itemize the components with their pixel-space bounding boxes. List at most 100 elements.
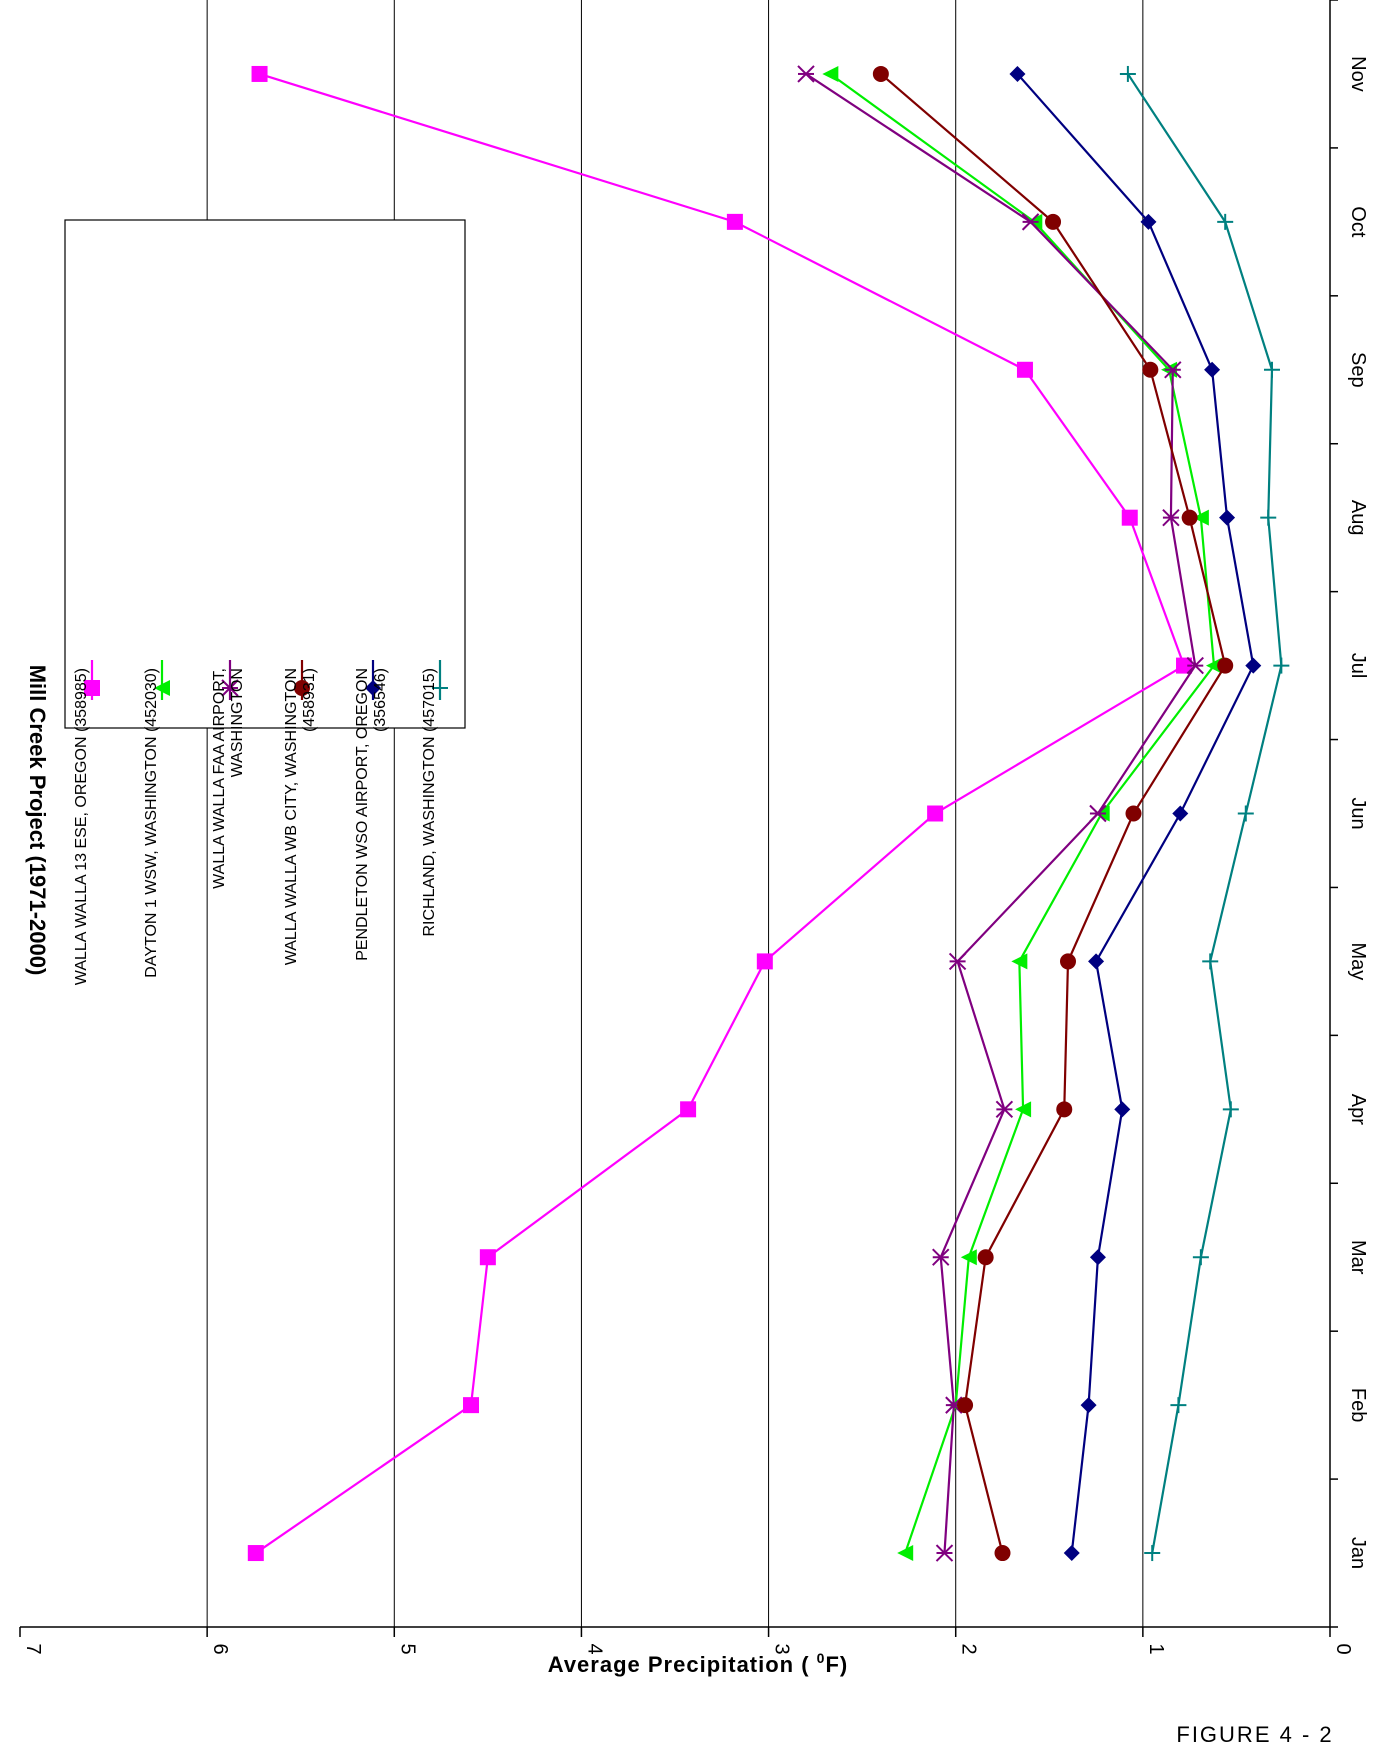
data-point-s2-jun — [1089, 804, 1107, 823]
legend-box — [64, 219, 466, 729]
category-tick-label-apr: Apr — [1347, 1094, 1369, 1125]
category-tick-label-jan: Jan — [1347, 1537, 1369, 1569]
data-point-s3-jun — [1125, 805, 1142, 822]
series-1 — [822, 65, 1222, 1562]
category-tick-label-may: May — [1347, 943, 1369, 981]
legend-swatch-marker-1 — [154, 680, 170, 696]
data-point-s0-jul — [1176, 657, 1193, 674]
legend-label-4-line-0: PENDLETON WSO AIRPORT, OREGON — [354, 668, 371, 961]
data-point-s0-oct — [726, 213, 743, 230]
data-point-s5-apr — [1222, 1101, 1239, 1118]
data-point-s4-jul — [1245, 657, 1262, 674]
data-point-s0-aug — [1121, 509, 1138, 526]
category-tick-label-aug: Aug — [1347, 500, 1369, 536]
data-point-s2-nov — [797, 65, 815, 83]
data-point-s5-mar — [1192, 1249, 1209, 1266]
data-point-s3-may — [1060, 953, 1076, 970]
data-point-s0-apr — [680, 1101, 697, 1118]
data-point-s3-aug — [1181, 509, 1198, 526]
data-point-s0-sep — [1016, 361, 1033, 378]
data-point-s3-mar — [977, 1249, 994, 1266]
data-point-s2-sep — [1164, 361, 1182, 379]
series-0 — [247, 65, 1193, 1562]
data-point-s0-jan — [247, 1545, 264, 1562]
series-3 — [872, 65, 1234, 1562]
data-point-s4-oct — [1140, 213, 1157, 230]
data-point-s2-may — [948, 952, 967, 971]
category-tick-label-jul: Jul — [1347, 653, 1369, 679]
data-point-s2-aug — [1162, 508, 1180, 527]
category-tick-label-feb: Feb — [1347, 1388, 1369, 1422]
data-point-s5-sep — [1263, 361, 1280, 378]
data-point-s0-mar — [479, 1249, 496, 1266]
legend: WALLA WALLA 13 ESE, OREGON (358985) DAYTO… — [64, 219, 466, 985]
series-4 — [1009, 65, 1262, 1562]
data-point-s5-nov — [1119, 65, 1136, 82]
data-point-s5-jun — [1237, 805, 1254, 822]
data-point-s4-feb — [1080, 1397, 1097, 1414]
data-point-s1-may — [1011, 953, 1028, 970]
legend-swatch-marker-0 — [84, 680, 100, 696]
data-point-s0-jun — [927, 805, 944, 822]
data-point-s2-apr — [995, 1100, 1014, 1119]
data-point-s5-jul — [1273, 657, 1290, 674]
data-point-s5-aug — [1260, 509, 1277, 526]
series-line-1 — [829, 73, 1216, 1554]
legend-label-3-line-1: (458931) — [301, 668, 318, 732]
y-axis-label-main: Average Precipitation ( — [548, 1652, 817, 1677]
data-point-s1-jul — [1205, 657, 1222, 674]
data-point-s4-jan — [1063, 1545, 1080, 1562]
series-group — [247, 65, 1290, 1562]
data-point-s5-jan — [1144, 1545, 1161, 1562]
data-point-s5-feb — [1170, 1397, 1187, 1414]
value-tick-label-3: 3 — [771, 1643, 793, 1654]
data-point-s2-jan — [935, 1544, 954, 1562]
data-point-s4-nov — [1009, 65, 1026, 82]
data-point-s1-aug — [1192, 509, 1209, 526]
legend-label-1-line-0: DAYTON 1 WSW, WASHINGTON (452030) — [143, 668, 160, 978]
value-tick-label-6: 6 — [209, 1643, 231, 1654]
legend-swatch-marker-4 — [365, 680, 381, 696]
value-tick-label-2: 2 — [958, 1643, 980, 1654]
data-point-s5-may — [1202, 953, 1219, 970]
series-line-5 — [1126, 73, 1283, 1554]
value-tick-label-0: 0 — [1332, 1643, 1354, 1654]
category-tick-label-nov: Nov — [1347, 56, 1369, 92]
data-point-s4-mar — [1089, 1249, 1106, 1266]
axes — [19, 0, 1338, 1637]
y-axis-label-superscript: 0 — [817, 1650, 826, 1666]
data-point-s5-oct — [1217, 213, 1234, 230]
data-point-s4-may — [1088, 953, 1105, 970]
value-tick-label-4: 4 — [583, 1643, 605, 1654]
value-tick-label-7: 7 — [22, 1643, 44, 1654]
category-tick-label-jun: Jun — [1347, 797, 1369, 829]
data-point-s3-oct — [1045, 213, 1062, 230]
category-tick-label-sep: Sep — [1347, 352, 1369, 388]
data-point-s3-jul — [1217, 657, 1234, 674]
data-point-s0-nov — [251, 65, 268, 82]
data-point-s2-jul — [1186, 656, 1204, 675]
data-point-s3-apr — [1056, 1101, 1073, 1118]
data-point-s1-mar — [960, 1249, 977, 1266]
legend-label-2-line-0: WALLA WALLA FAA AIRPORT, — [211, 668, 228, 889]
tick-labels: 0 1 2 3 4 5 6 7 Jan Feb Mar Apr May Jun Jul Aug Sep Oct No… — [22, 56, 1369, 1654]
y-axis-label-unit: F) — [825, 1652, 848, 1677]
legend-label-4-line-1: (356546) — [372, 668, 389, 732]
data-point-s3-jan — [994, 1545, 1011, 1562]
data-point-s4-sep — [1204, 361, 1221, 378]
value-tick-label-1: 1 — [1145, 1643, 1167, 1654]
data-point-s3-sep — [1142, 361, 1159, 378]
legend-swatch-marker-5 — [432, 680, 448, 696]
data-point-s1-jan — [897, 1545, 914, 1562]
data-point-s2-oct — [1021, 213, 1040, 231]
data-point-s4-aug — [1219, 509, 1236, 526]
y-axis-label: Average Precipitation ( 0F) — [548, 1650, 848, 1677]
data-point-s1-nov — [822, 65, 839, 82]
data-point-s0-may — [756, 953, 773, 970]
series-5 — [1119, 65, 1290, 1562]
category-tick-label-mar: Mar — [1347, 1240, 1369, 1275]
data-point-s2-mar — [932, 1248, 950, 1266]
figure-label: FIGURE 4 - 2 — [1176, 1722, 1333, 1747]
data-point-s3-nov — [872, 65, 889, 82]
